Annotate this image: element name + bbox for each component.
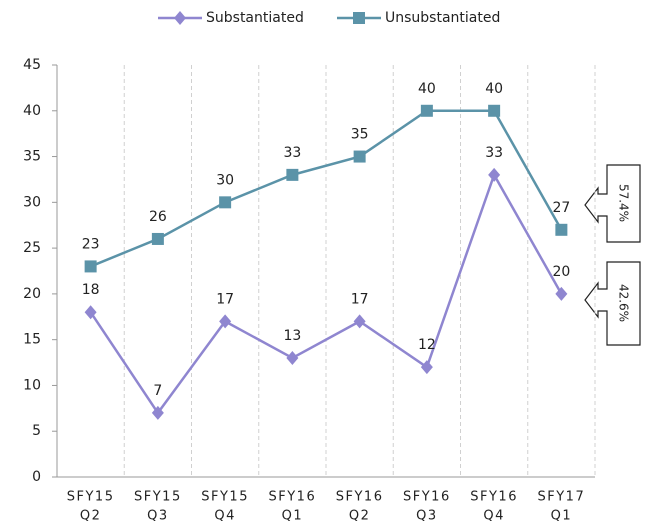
annotation: 57.4% bbox=[617, 184, 631, 222]
marker bbox=[174, 11, 186, 25]
marker bbox=[84, 305, 97, 320]
x-tick-label: Q1 bbox=[551, 509, 573, 524]
callout-box bbox=[584, 261, 641, 346]
x-tick-label: SFY16 bbox=[403, 490, 451, 505]
data-label: 17 bbox=[351, 291, 369, 307]
marker bbox=[555, 223, 568, 236]
marker bbox=[420, 104, 433, 117]
data-label: 7 bbox=[153, 383, 162, 399]
data-label: 33 bbox=[485, 145, 503, 161]
x-tick-label: Q4 bbox=[483, 509, 505, 524]
annotation: 42.6% bbox=[617, 284, 631, 322]
x-tick-label: Q2 bbox=[80, 509, 102, 524]
y-tick-label: 20 bbox=[23, 286, 41, 302]
data-label: 35 bbox=[351, 127, 369, 143]
marker bbox=[84, 260, 97, 273]
callout-box bbox=[584, 164, 641, 243]
y-tick-label: 5 bbox=[32, 423, 41, 439]
x-tick-label: Q2 bbox=[349, 509, 371, 524]
callouts: 57.4% 42.6% bbox=[584, 164, 641, 346]
data-label: 33 bbox=[283, 145, 301, 161]
y-tick-label: 45 bbox=[23, 57, 41, 73]
x-tick-label: SFY15 bbox=[134, 490, 182, 505]
x-tick-label: SFY17 bbox=[538, 490, 586, 505]
data-label: 26 bbox=[149, 209, 167, 225]
y-tick-label: 40 bbox=[23, 103, 41, 119]
x-tick-label: Q3 bbox=[147, 509, 169, 524]
legend-label: Substantiated bbox=[206, 10, 304, 26]
series-line bbox=[90, 109, 563, 268]
data-label: 17 bbox=[216, 291, 234, 307]
x-tick-label: Q3 bbox=[416, 509, 438, 524]
y-tick-label: 35 bbox=[23, 149, 41, 165]
marker bbox=[219, 314, 232, 329]
data-label: 13 bbox=[283, 328, 301, 344]
marker bbox=[420, 360, 433, 375]
y-tick-label: 25 bbox=[23, 240, 41, 256]
data-label: 12 bbox=[418, 337, 436, 353]
marker bbox=[353, 314, 366, 329]
y-tick-label: 30 bbox=[23, 194, 41, 210]
data-label: 40 bbox=[485, 81, 503, 97]
data-label: 40 bbox=[418, 81, 436, 97]
marker bbox=[555, 286, 568, 301]
y-tick-label: 0 bbox=[32, 469, 41, 485]
legend-label: Unsubstantiated bbox=[385, 10, 500, 26]
x-tick-label: SFY15 bbox=[201, 490, 249, 505]
series-line bbox=[89, 171, 563, 416]
data-label: 18 bbox=[82, 282, 100, 298]
marker bbox=[286, 168, 299, 181]
data-label: 20 bbox=[552, 264, 570, 280]
marker bbox=[353, 12, 365, 24]
data-label: 30 bbox=[216, 172, 234, 188]
x-tick-label: Q1 bbox=[282, 509, 304, 524]
marker bbox=[219, 196, 232, 209]
y-tick-label: 10 bbox=[23, 377, 41, 393]
x-tick-label: Q4 bbox=[214, 509, 236, 524]
marker bbox=[286, 350, 299, 365]
x-tick-label: SFY16 bbox=[269, 490, 317, 505]
x-tick-label: SFY15 bbox=[67, 490, 115, 505]
y-tick-label: 15 bbox=[23, 332, 41, 348]
x-tick-label: SFY16 bbox=[470, 490, 518, 505]
x-tick-label: SFY16 bbox=[336, 490, 384, 505]
marker bbox=[488, 167, 501, 182]
data-label: 27 bbox=[552, 200, 570, 216]
marker bbox=[151, 232, 164, 245]
marker bbox=[151, 405, 164, 420]
marker bbox=[353, 150, 366, 163]
data-label: 23 bbox=[82, 236, 100, 252]
marker bbox=[488, 104, 501, 117]
